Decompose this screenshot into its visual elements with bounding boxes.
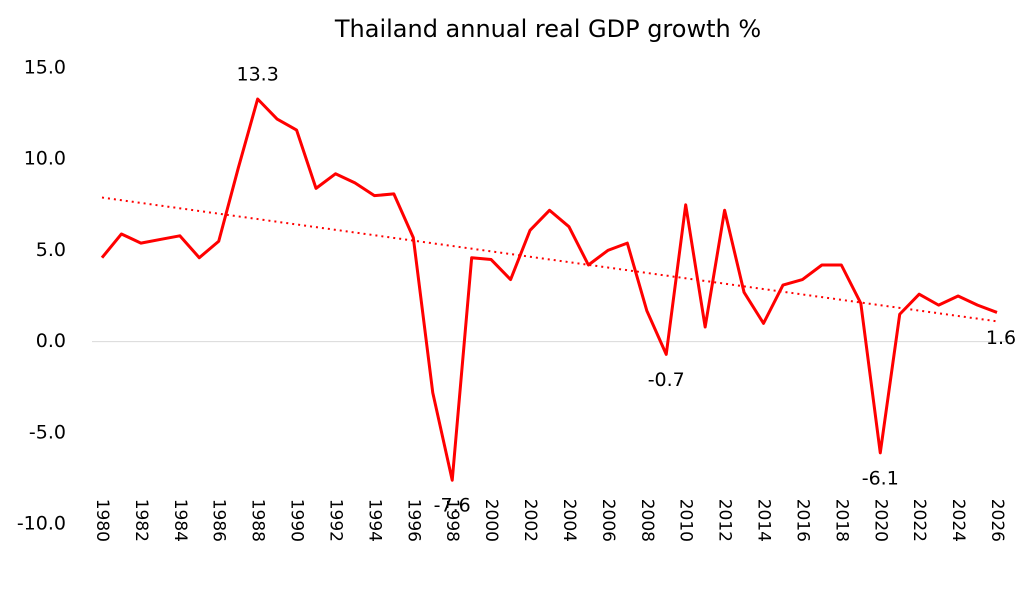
x-tick-label: 1992 — [325, 499, 345, 542]
x-tick-label: 1990 — [287, 499, 307, 542]
x-tick-label: 1998 — [442, 499, 462, 542]
data-label: 13.3 — [236, 64, 278, 86]
x-tick-label: 2018 — [831, 499, 851, 542]
y-tick-label: 0.0 — [36, 330, 66, 352]
x-tick-label: 1986 — [209, 499, 229, 542]
data-label: 1.6 — [986, 327, 1016, 349]
y-tick-label: 5.0 — [36, 239, 66, 261]
x-tick-label: 2006 — [598, 499, 618, 542]
x-tick-label: 2014 — [754, 499, 774, 542]
x-tick-label: 2026 — [987, 499, 1007, 542]
data-label: -6.1 — [862, 467, 899, 489]
x-tick-label: 1988 — [248, 499, 268, 542]
data-label: -7.6 — [434, 495, 471, 517]
data-label: -0.7 — [648, 369, 685, 391]
y-tick-label: -5.0 — [29, 421, 66, 443]
x-tick-label: 2010 — [676, 499, 696, 542]
x-tick-label: 2016 — [792, 499, 812, 542]
y-tick-label: 10.0 — [24, 148, 66, 170]
x-tick-label: 1982 — [131, 499, 151, 542]
data-line — [100, 97, 998, 482]
x-tick-label: 2012 — [715, 499, 735, 542]
x-tick-label: 2022 — [909, 499, 929, 542]
x-tick-label: 2000 — [481, 499, 501, 542]
x-tick-label: 1984 — [170, 499, 190, 542]
trend-line — [101, 196, 998, 323]
x-tick-label: 1980 — [92, 499, 112, 542]
x-tick-label: 2008 — [637, 499, 657, 542]
x-tick-label: 1996 — [403, 499, 423, 542]
y-tick-label: 15.0 — [24, 57, 66, 79]
x-tick-label: 2002 — [520, 499, 540, 542]
x-tick-label: 2004 — [559, 499, 579, 542]
x-tick-label: 2020 — [870, 499, 890, 542]
x-tick-label: 2024 — [948, 499, 968, 542]
chart-title: Thailand annual real GDP growth % — [334, 15, 761, 43]
x-tick-label: 1994 — [364, 499, 384, 542]
y-tick-label: -10.0 — [17, 513, 66, 535]
